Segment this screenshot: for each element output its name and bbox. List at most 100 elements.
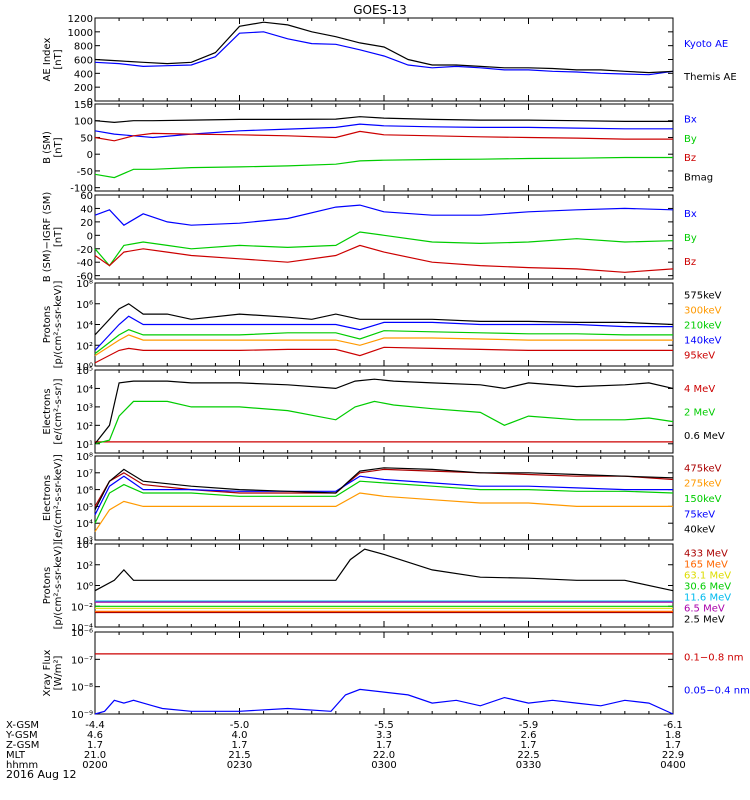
- y-tick-label: 10⁻⁹: [71, 710, 93, 721]
- y-tick-label: 10⁻⁶: [71, 628, 93, 639]
- panel-frame: [94, 194, 674, 280]
- legend-label: 6.5 MeV: [684, 604, 725, 615]
- ephemeris-value: -5.9: [519, 720, 539, 731]
- y-tick-label: -50: [77, 167, 93, 178]
- y-tick-label: 200: [74, 83, 93, 94]
- y-tick-label: 10⁴: [76, 384, 93, 395]
- ephemeris-value: 1.7: [87, 740, 103, 751]
- y-tick-label: 40: [80, 204, 93, 215]
- series-line: [94, 31, 674, 76]
- legend-label: Bz: [684, 153, 696, 164]
- series-line: [94, 334, 673, 357]
- series-line: [94, 548, 674, 592]
- legend-label: 165 MeV: [684, 559, 728, 570]
- y-axis-label: Xray Flux: [42, 649, 53, 696]
- panel-bsm: -100 -50 0 50 100 150 B (SM) [nT] Bx By Bz Bmag: [42, 100, 713, 195]
- legend-label: 0.1−0.8 nm: [684, 653, 743, 664]
- y-axis-label: Electrons: [42, 388, 53, 434]
- legend-label: 95keV: [684, 351, 715, 362]
- legend-label: 140keV: [684, 336, 722, 347]
- y-tick-label: 800: [74, 42, 93, 53]
- series-line: [94, 123, 673, 139]
- y-tick-label: 600: [74, 56, 93, 67]
- ephemeris-value: -6.1: [663, 720, 683, 731]
- y-tick-label: 10⁷: [76, 469, 93, 480]
- ephemeris-value: 1.7: [376, 740, 392, 751]
- ephemeris-value: 2.6: [521, 730, 537, 741]
- y-tick-label: 10⁶: [76, 300, 93, 311]
- series-line: [94, 244, 674, 273]
- y-tick-label: 150: [74, 100, 93, 111]
- ephemeris-row-label: Z-GSM: [6, 740, 39, 751]
- y-tick-label: 10⁰: [76, 362, 93, 373]
- y-tick-label: 1200: [68, 14, 93, 25]
- legend-label: 2 MeV: [684, 408, 715, 419]
- y-tick-label: 10²: [76, 561, 93, 572]
- series-line: [94, 480, 674, 524]
- y-axis-label: B (SM): [42, 131, 53, 164]
- series-line: [94, 303, 674, 336]
- series-line: [94, 116, 673, 124]
- legend-label: 75keV: [684, 509, 715, 520]
- ephemeris-value: 22.0: [373, 750, 395, 761]
- legend-label: Bz: [684, 257, 696, 268]
- ephemeris-value: -5.5: [374, 720, 394, 731]
- series-line: [94, 400, 674, 445]
- panel-protons_mev: 10⁻⁴ 10⁻² 10⁰ 10² 10⁴ Protons [p/(cm²-s-sr-keV…: [42, 540, 731, 634]
- y-axis-label: [e/(cm²-s-sr)]: [53, 378, 64, 444]
- series-line: [94, 378, 674, 445]
- series-line: [94, 346, 673, 364]
- legend-label: 0.05−0.4 nm: [684, 685, 750, 696]
- ephemeris-value: 1.7: [665, 740, 681, 751]
- y-tick-label: 0: [87, 231, 93, 242]
- ephemeris-value: 21.5: [228, 750, 250, 761]
- y-tick-label: 10⁶: [76, 486, 93, 497]
- legend-label: 40keV: [684, 525, 715, 536]
- y-tick-label: 10⁴: [76, 540, 93, 551]
- ephemeris-value: 3.3: [376, 730, 392, 741]
- y-axis-label: [nT]: [53, 137, 64, 157]
- legend-label: 475keV: [684, 463, 722, 474]
- y-axis-label: Protons: [42, 306, 53, 343]
- panel-frame: [94, 455, 674, 541]
- y-tick-label: 10¹: [76, 440, 93, 451]
- legend-label: 2.5 MeV: [684, 615, 725, 626]
- y-tick-label: 10³: [76, 536, 93, 547]
- ephemeris-value: 0230: [227, 760, 252, 771]
- y-tick-label: 400: [74, 69, 93, 80]
- date-label: 2016 Aug 12: [6, 768, 76, 781]
- legend-label: By: [684, 134, 697, 145]
- legend-label: 210keV: [684, 321, 722, 332]
- series-line: [94, 492, 673, 532]
- y-tick-label: 10⁴: [76, 321, 93, 332]
- y-axis-label: [W/m²]: [53, 655, 64, 690]
- y-tick-label: 10⁻⁴: [71, 623, 93, 634]
- y-tick-label: 10³: [76, 403, 93, 414]
- series-line: [94, 329, 673, 355]
- y-axis-label: AE Index: [42, 37, 53, 81]
- y-tick-label: 1000: [68, 28, 93, 39]
- y-tick-label: -60: [77, 272, 93, 283]
- series-line: [94, 467, 674, 511]
- panel-bigrf: -60 -40 -20 0 20 40 60 B (SM)−IGRF (SM) [nT] Bx By…: [42, 191, 697, 283]
- legend-label: Themis AE: [683, 72, 737, 83]
- legend-label: 63.1 MeV: [684, 570, 731, 581]
- legend-label: 4 MeV: [684, 384, 715, 395]
- panel-frame: [94, 103, 674, 192]
- y-tick-label: 50: [80, 133, 93, 144]
- series-line: [94, 130, 673, 142]
- panel-frame: [94, 17, 674, 102]
- panel-frame: [94, 543, 674, 628]
- y-tick-label: 10⁸: [76, 452, 93, 463]
- y-tick-label: 20: [80, 218, 93, 229]
- legend-label: 433 MeV: [684, 548, 728, 559]
- series-line: [94, 315, 673, 351]
- series-line: [94, 156, 673, 179]
- ephemeris-value: 4.0: [232, 730, 248, 741]
- y-axis-label: Protons: [42, 567, 53, 604]
- y-axis-label: B (SM)−IGRF (SM): [42, 192, 53, 283]
- y-tick-label: 60: [80, 191, 93, 202]
- ephemeris-value: 0200: [82, 760, 107, 771]
